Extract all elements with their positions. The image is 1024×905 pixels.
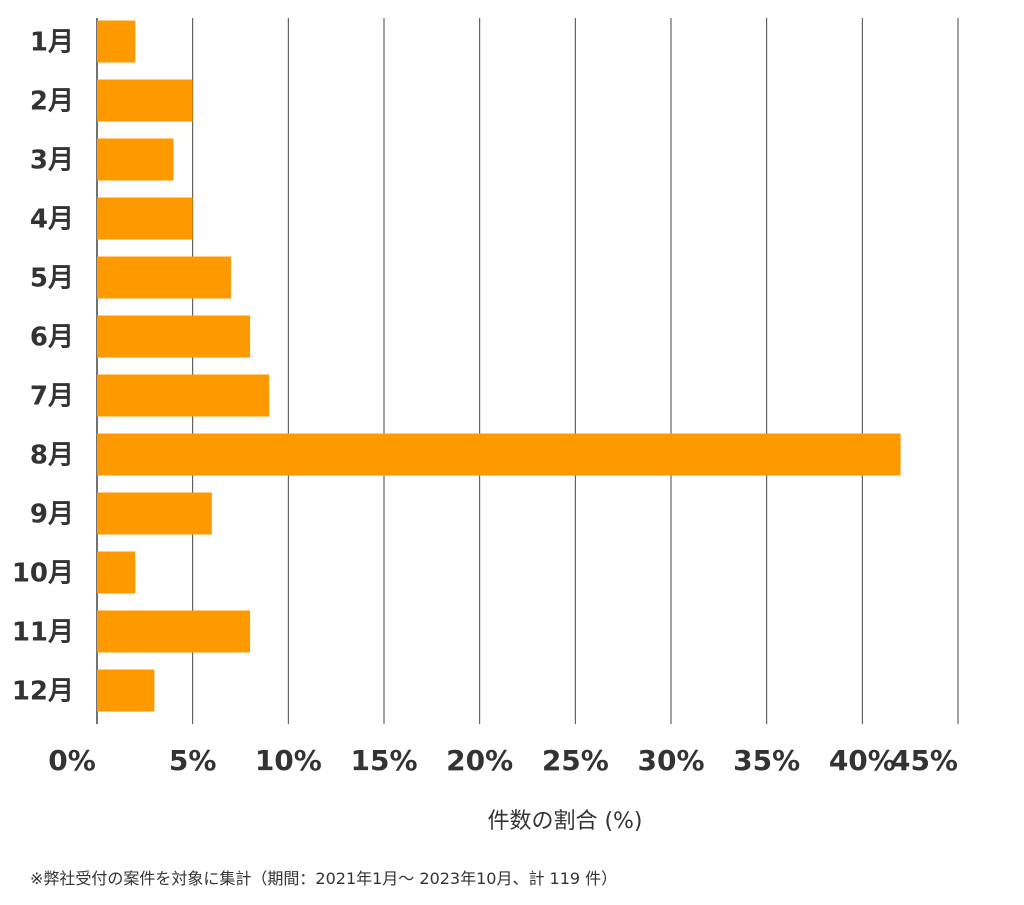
x-tick-label: 30%: [637, 744, 704, 777]
x-tick-label: 5%: [169, 744, 217, 777]
bar: [97, 492, 212, 535]
bar: [97, 433, 901, 476]
bar: [97, 138, 174, 181]
bars: [97, 20, 901, 712]
y-tick-labels: 1月 2月 3月 4月 5月 6月 7月 8月 9月 10月 11月 12月: [12, 28, 74, 707]
footnote: ※弊社受付の案件を対象に集計（期間：2021年1月～ 2023年10月、計 11…: [30, 869, 617, 888]
x-tick-label: 25%: [542, 744, 609, 777]
y-tick-label: 10月: [12, 559, 74, 589]
y-tick-label: 12月: [12, 677, 74, 707]
y-tick-label: 6月: [30, 323, 74, 353]
gridlines: [96, 18, 959, 724]
bar: [97, 20, 136, 63]
bar: [97, 315, 251, 358]
y-tick-label: 5月: [30, 264, 74, 294]
bar: [97, 256, 231, 299]
y-tick-label: 4月: [30, 205, 74, 235]
y-tick-label: 1月: [30, 28, 74, 58]
x-axis-title: 件数の割合 (%): [487, 809, 642, 834]
x-tick-label: 15%: [350, 744, 417, 777]
x-tick-label: 40%: [829, 744, 896, 777]
y-tick-label: 8月: [30, 441, 74, 471]
x-tick-label: 20%: [446, 744, 513, 777]
x-tick-label: 35%: [733, 744, 800, 777]
x-tick-label: 10%: [255, 744, 322, 777]
bar: [97, 374, 270, 417]
y-tick-label: 11月: [12, 618, 74, 648]
x-tick-label: 45%: [891, 744, 958, 777]
bar: [97, 197, 193, 240]
y-tick-label: 9月: [30, 500, 74, 530]
y-tick-label: 7月: [30, 382, 74, 412]
bar: [97, 79, 193, 122]
x-tick-labels: 0% 5% 10% 15% 20% 25% 30% 35% 40%45%: [48, 744, 958, 777]
bar: [97, 610, 251, 653]
bar: [97, 669, 155, 712]
y-tick-label: 3月: [30, 146, 74, 176]
y-tick-label: 2月: [30, 87, 74, 117]
bar: [97, 551, 136, 594]
x-tick-label: 0%: [48, 744, 96, 777]
